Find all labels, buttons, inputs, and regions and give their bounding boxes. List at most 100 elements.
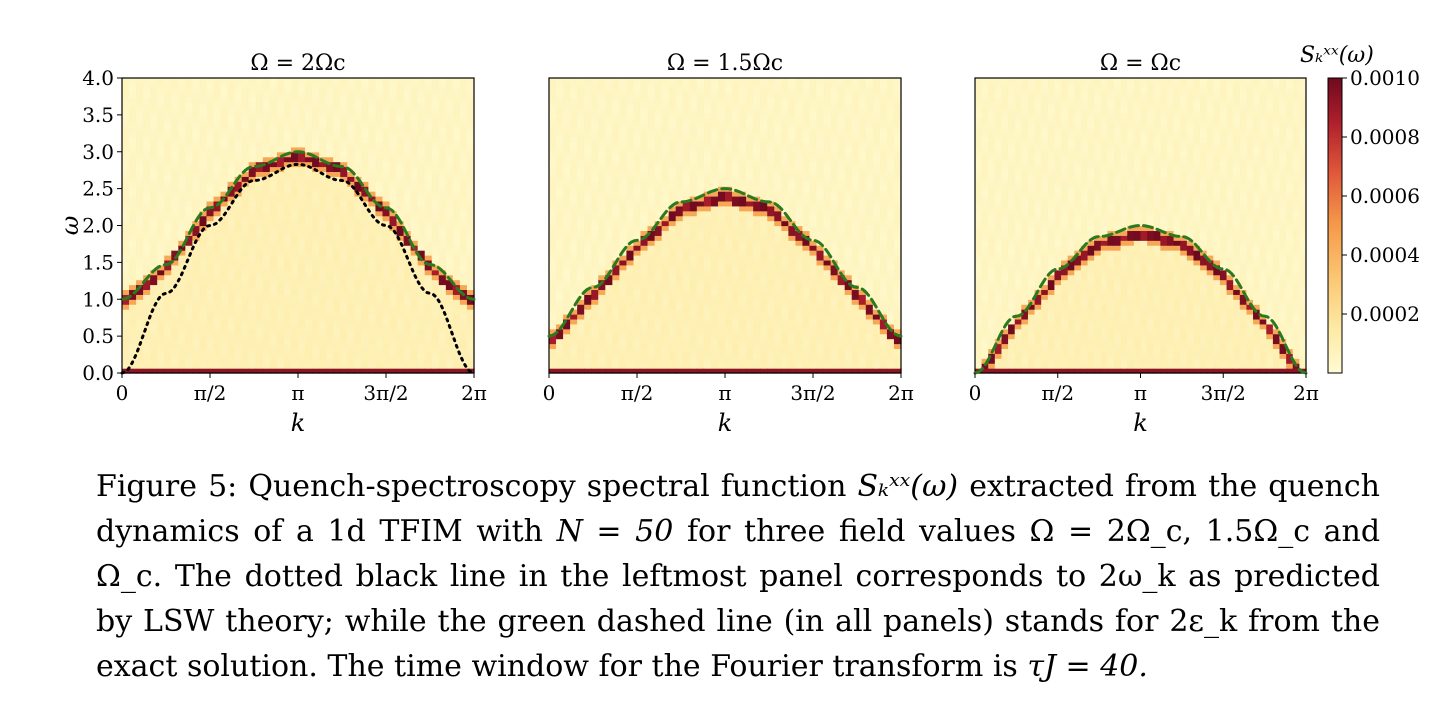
heatmap-cell	[696, 97, 705, 104]
heatmap-cell	[298, 353, 306, 359]
heatmap-cell	[466, 82, 475, 89]
heatmap-cell	[626, 176, 635, 182]
heatmap-cell	[375, 137, 384, 143]
heatmap-cell	[619, 225, 628, 232]
heatmap-cell	[549, 166, 557, 173]
heatmap-cell	[640, 161, 649, 168]
heatmap-cell	[452, 156, 461, 163]
heatmap-cell	[276, 269, 285, 276]
heatmap-cell	[143, 338, 151, 345]
heatmap-cell	[591, 87, 599, 94]
heatmap-cell	[248, 289, 257, 295]
x-tick-label: 2π	[461, 381, 487, 405]
heatmap-cell	[375, 348, 384, 354]
heatmap-cell	[298, 146, 306, 153]
heatmap-cell	[732, 220, 740, 227]
heatmap-cell	[262, 279, 271, 286]
heatmap-cell	[171, 161, 179, 168]
heatmap-cell	[333, 132, 341, 138]
heatmap-cell	[619, 314, 628, 320]
heatmap-cell	[220, 107, 229, 114]
heatmap-cell	[584, 97, 592, 104]
heatmap-cell	[424, 78, 433, 84]
heatmap-cell	[129, 363, 137, 369]
heatmap-cell	[290, 304, 299, 310]
heatmap-cell	[549, 112, 557, 118]
heatmap-cell	[354, 141, 362, 148]
heatmap-cell	[213, 156, 222, 163]
heatmap-cell	[753, 107, 761, 114]
heatmap-cell	[305, 250, 313, 256]
heatmap-cell	[410, 127, 419, 133]
heatmap-cell	[661, 146, 670, 153]
heatmap-cell	[227, 289, 236, 295]
heatmap-cell	[122, 107, 130, 114]
heatmap-cell	[262, 363, 271, 369]
heatmap-cell	[584, 176, 592, 182]
heatmap-cell	[389, 102, 398, 109]
heatmap-cell	[612, 255, 620, 261]
heatmap-cell	[438, 137, 447, 143]
heatmap-cell	[612, 358, 620, 364]
heatmap-cell	[382, 112, 391, 118]
heatmap-cell	[122, 343, 130, 350]
heatmap-cell	[452, 181, 461, 187]
heatmap-cell	[248, 230, 257, 236]
heatmap-cell	[696, 146, 705, 153]
heatmap-cell	[206, 284, 215, 291]
heatmap-cell	[549, 102, 557, 109]
heatmap-cell	[753, 225, 761, 232]
heatmap-cell	[354, 333, 362, 340]
heatmap-cell	[633, 122, 642, 128]
heatmap-cell	[410, 166, 419, 173]
heatmap-cell	[452, 132, 461, 138]
heatmap-cell	[577, 225, 585, 232]
heatmap-cell	[577, 112, 585, 118]
heatmap-cell	[185, 117, 193, 123]
heatmap-cell	[710, 264, 719, 271]
heatmap-cell	[452, 363, 461, 369]
heatmap-cell	[389, 176, 398, 182]
heatmap-cell	[549, 181, 557, 187]
heatmap-cell	[361, 255, 369, 261]
heatmap-cell	[584, 269, 592, 276]
heatmap-cell	[361, 92, 369, 99]
heatmap-cell	[403, 117, 412, 123]
heatmap-cell	[340, 117, 348, 123]
heatmap-cell	[549, 353, 557, 359]
heatmap-cell	[605, 240, 613, 246]
heatmap-cell	[319, 102, 327, 109]
heatmap-cell	[647, 141, 656, 148]
heatmap-cell	[739, 225, 747, 232]
heatmap-cell	[227, 250, 236, 256]
heatmap-cell	[354, 304, 362, 310]
heatmap-cell	[347, 338, 355, 345]
heatmap-cell	[199, 294, 208, 300]
heatmap-cell	[746, 323, 754, 330]
heatmap-cell	[143, 82, 151, 89]
heatmap-cell	[619, 151, 628, 158]
heatmap-cell	[774, 363, 782, 369]
heatmap-cell	[696, 348, 705, 354]
heatmap-cell	[136, 171, 144, 177]
heatmap-cell	[647, 230, 656, 236]
heatmap-cell	[668, 235, 677, 241]
heatmap-cell	[570, 225, 578, 232]
heatmap-cell	[417, 82, 426, 89]
heatmap-cell	[760, 235, 768, 241]
heatmap-cell	[682, 196, 691, 202]
heatmap-cell	[375, 176, 384, 182]
heatmap-cell	[361, 191, 369, 197]
heatmap-cell	[150, 137, 158, 143]
heatmap-cell	[633, 146, 642, 153]
heatmap-cell	[143, 122, 151, 128]
heatmap-cell	[347, 259, 355, 266]
heatmap-cell	[326, 235, 334, 241]
heatmap-cell	[570, 220, 578, 227]
heatmap-cell	[129, 304, 137, 310]
heatmap-cell	[584, 363, 592, 369]
heatmap-cell	[424, 363, 433, 369]
heatmap-cell	[319, 78, 327, 84]
heatmap-cell	[164, 343, 172, 350]
heatmap-cell	[556, 358, 564, 364]
